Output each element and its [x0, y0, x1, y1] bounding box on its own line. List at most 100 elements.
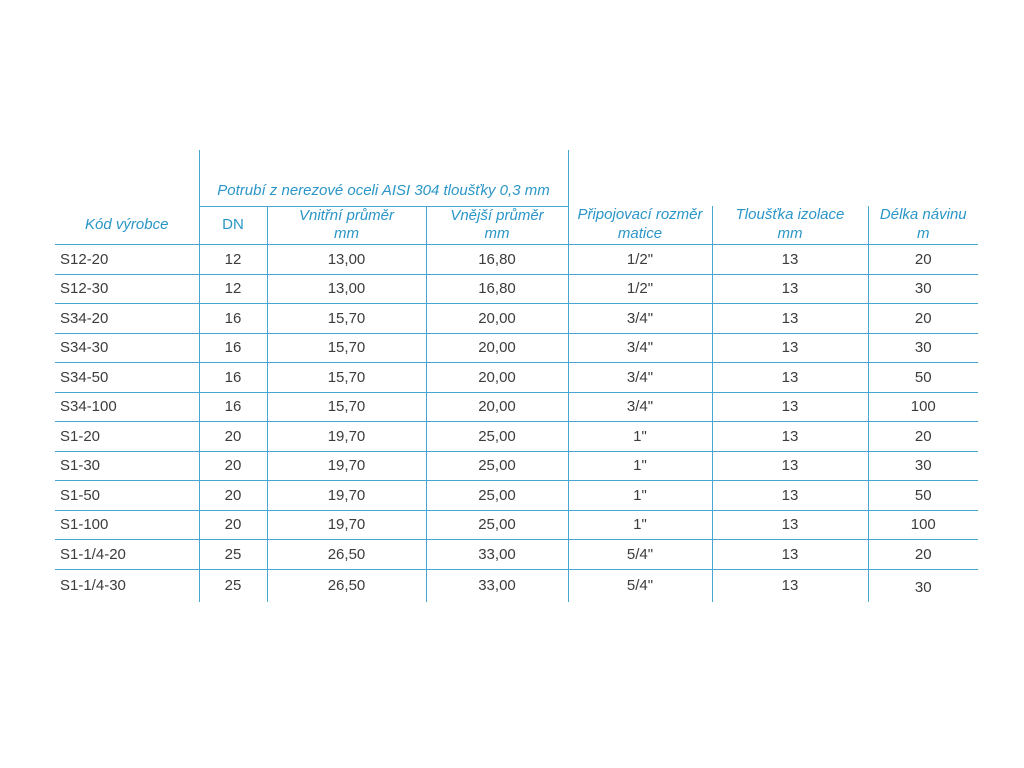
col-header-connection-nut-size: Připojovací rozměr matice	[568, 206, 713, 245]
col-header-coil-length: Délka návinu m	[868, 206, 979, 245]
table-cell: 1/2"	[568, 274, 713, 304]
table-cell: 25,00	[426, 421, 569, 452]
table-cell: 16	[199, 362, 268, 393]
col-header-label: Vnější průměr	[450, 206, 544, 224]
col-header-label: Vnitřní průměr	[298, 206, 395, 224]
table-cell: 30	[868, 274, 979, 304]
table-cell: 25,00	[426, 480, 569, 511]
table-cell: 20,00	[426, 333, 569, 363]
table-cell: 15,70	[267, 392, 427, 422]
table-row: S12-30 12 13,00 16,80 1/2" 13 30	[55, 274, 979, 304]
table-cell: S12-30	[55, 274, 200, 304]
table-cell: 33,00	[426, 569, 569, 602]
table-cell: 13	[712, 274, 869, 304]
table-cell: 1"	[568, 451, 713, 481]
table-cell: 3/4"	[568, 303, 713, 334]
table-cell: 19,70	[267, 480, 427, 511]
table-cell: 1/2"	[568, 244, 713, 275]
table-cell: S1-50	[55, 480, 200, 511]
table-cell: 13	[712, 539, 869, 570]
table-cell: 3/4"	[568, 333, 713, 363]
table-row: S34-100 16 15,70 20,00 3/4" 13 100	[55, 392, 979, 422]
col-header-label: Tloušťka izolace	[735, 206, 845, 224]
table-cell: 19,70	[267, 510, 427, 540]
table-cell: 20	[868, 421, 979, 452]
table-cell: 20	[199, 480, 268, 511]
table-cell: 1"	[568, 421, 713, 452]
table-cell: 30	[914, 579, 932, 596]
table-cell: 13	[712, 303, 869, 334]
table-body: S12-20 12 13,00 16,80 1/2" 13 20 S12-30 12 13,00 1…	[55, 244, 979, 602]
table-cell: 20	[868, 303, 979, 334]
col-header-label: DN	[222, 215, 244, 233]
table-cell: S1-1/4-20	[55, 539, 200, 570]
table-cell: 16	[199, 303, 268, 334]
table-cell: 20	[199, 421, 268, 452]
column-header-row: Kód výrobce DN Vnitřní průměr mm Vnější …	[55, 206, 979, 245]
table-cell: 13	[712, 244, 869, 275]
table-cell: 13,00	[267, 244, 427, 275]
col-header-unit: matice	[617, 225, 663, 242]
table-row: S34-30 16 15,70 20,00 3/4" 13 30	[55, 333, 979, 363]
table-cell: 26,50	[267, 539, 427, 570]
table-cell: 19,70	[267, 451, 427, 481]
table-cell: 15,70	[267, 362, 427, 393]
table-cell: 13	[712, 392, 869, 422]
table-cell: 20	[199, 451, 268, 481]
table-cell: 16	[199, 392, 268, 422]
table-cell: 100	[868, 510, 979, 540]
table-cell: 1"	[568, 480, 713, 511]
col-header-label: Kód výrobce	[85, 215, 169, 233]
table-cell: 13,00	[267, 274, 427, 304]
table-cell: S1-30	[55, 451, 200, 481]
table-cell: 20	[199, 510, 268, 540]
spacer-cell	[568, 150, 978, 206]
pipe-spec-table: Potrubí z nerezové oceli AISI 304 tloušť…	[55, 150, 979, 602]
table-cell: S34-50	[55, 362, 200, 393]
table-cell: S34-20	[55, 303, 200, 334]
table-cell: 20	[868, 244, 979, 275]
col-header-inner-diameter: Vnitřní průměr mm	[267, 206, 427, 245]
table-row: S1-100 20 19,70 25,00 1" 13 100	[55, 510, 979, 540]
col-header-unit: mm	[484, 225, 510, 243]
col-header-unit: m	[917, 225, 930, 242]
table-row: S1-1/4-30 25 26,50 33,00 5/4" 13 30	[55, 569, 978, 602]
table-cell: S12-20	[55, 244, 200, 275]
table-row: S12-20 12 13,00 16,80 1/2" 13 20	[55, 244, 979, 275]
table-cell: 26,50	[267, 569, 427, 602]
table-cell: 13	[712, 362, 869, 393]
table-cell: 25,00	[426, 451, 569, 481]
col-header-outer-diameter: Vnější průměr mm	[426, 206, 569, 245]
table-row: S1-50 20 19,70 25,00 1" 13 50	[55, 480, 979, 511]
col-header-unit: mm	[334, 225, 359, 243]
table-cell: 20,00	[426, 303, 569, 334]
table-cell: 25,00	[426, 510, 569, 540]
table-cell: 25	[199, 569, 268, 602]
table-cell: 16,80	[426, 244, 569, 275]
col-header-unit: mm	[777, 225, 803, 242]
table-cell: 15,70	[267, 333, 427, 363]
group-header-cell: Potrubí z nerezové oceli AISI 304 tloušť…	[198, 150, 569, 207]
table-cell: 12	[199, 274, 268, 304]
table-cell: 20	[868, 539, 979, 570]
col-header-dn: DN	[199, 206, 268, 245]
table-cell: 25	[199, 539, 268, 570]
table-row: S34-50 16 15,70 20,00 3/4" 13 50	[55, 362, 979, 393]
table-cell: S34-100	[55, 392, 200, 422]
col-header-label: Délka návinu	[879, 206, 967, 224]
pipe-spec-table-container: Potrubí z nerezové oceli AISI 304 tloušť…	[55, 150, 979, 602]
table-cell: 3/4"	[568, 392, 713, 422]
table-cell: 13	[712, 451, 869, 481]
table-cell: 15,70	[267, 303, 427, 334]
table-cell: 33,00	[426, 539, 569, 570]
table-cell: 20,00	[426, 362, 569, 393]
table-cell: 20,00	[426, 392, 569, 422]
table-cell: 13	[712, 480, 869, 511]
table-cell: 19,70	[267, 421, 427, 452]
table-cell: S1-20	[55, 421, 200, 452]
table-cell: 50	[868, 480, 979, 511]
table-row: S1-1/4-20 25 26,50 33,00 5/4" 13 20	[55, 539, 979, 570]
table-cell: 100	[868, 392, 979, 422]
table-cell: 13	[712, 510, 869, 540]
table-cell: 5/4"	[568, 539, 713, 570]
